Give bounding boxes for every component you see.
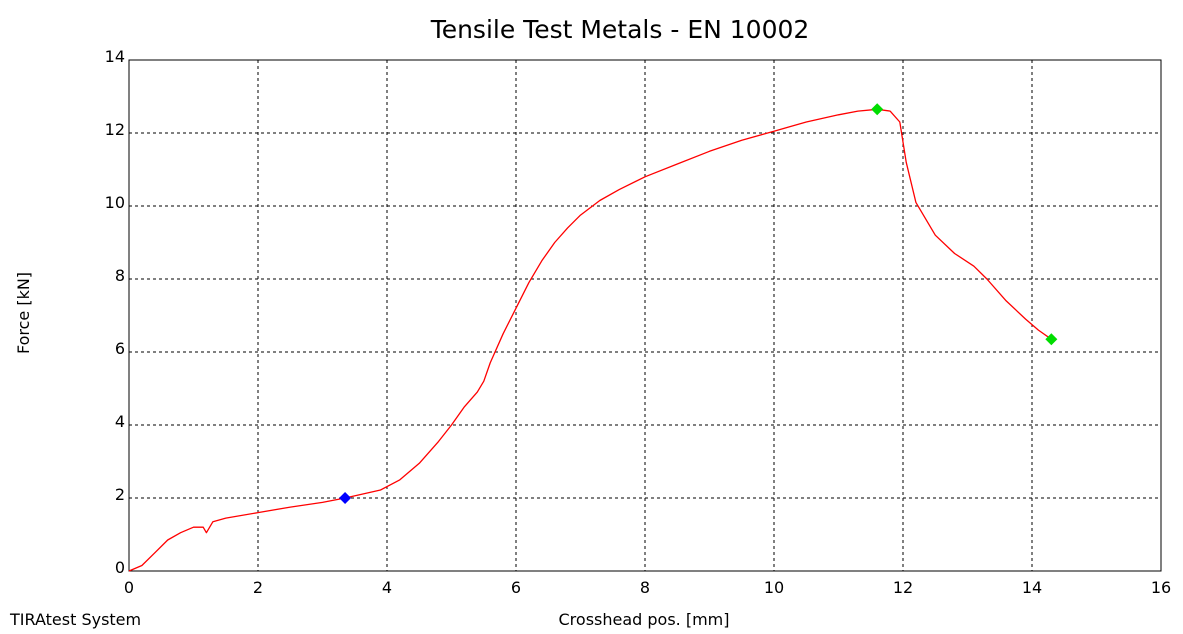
chart-title: Tensile Test Metals - EN 10002 <box>430 15 810 44</box>
x-tick-label: 14 <box>1022 578 1042 597</box>
x-tick-label: 8 <box>640 578 650 597</box>
y-axis-label: Force [kN] <box>14 272 33 354</box>
x-tick-label: 4 <box>382 578 392 597</box>
x-tick-label: 6 <box>511 578 521 597</box>
marker-group <box>339 103 1058 504</box>
grid-lines <box>129 60 1161 571</box>
data-marker <box>339 492 352 504</box>
x-tick-label: 0 <box>124 578 134 597</box>
x-tick-label: 10 <box>764 578 784 597</box>
y-tick-label: 10 <box>105 193 125 212</box>
y-tick-label: 4 <box>115 412 125 431</box>
x-tick-label: 16 <box>1151 578 1171 597</box>
y-tick-label: 2 <box>115 485 125 504</box>
x-axis-label: Crosshead pos. [mm] <box>559 610 730 629</box>
footer-system-label: TIRAtest System <box>9 610 141 629</box>
y-tick-label: 14 <box>105 47 125 66</box>
series-line <box>128 108 1052 572</box>
plot-frame <box>128 59 1162 572</box>
y-tick-label: 6 <box>115 339 125 358</box>
series-group <box>128 108 1052 572</box>
x-tick-labels: 0 2 4 6 8 10 12 14 16 <box>124 578 1171 597</box>
y-tick-label: 0 <box>115 558 125 577</box>
data-marker <box>871 103 884 116</box>
x-tick-label: 12 <box>893 578 913 597</box>
y-tick-label: 8 <box>115 266 125 285</box>
x-tick-label: 2 <box>253 578 263 597</box>
y-tick-label: 12 <box>105 120 125 139</box>
y-tick-labels: 0 2 4 6 8 10 12 14 <box>105 47 125 577</box>
data-marker <box>1045 333 1058 346</box>
